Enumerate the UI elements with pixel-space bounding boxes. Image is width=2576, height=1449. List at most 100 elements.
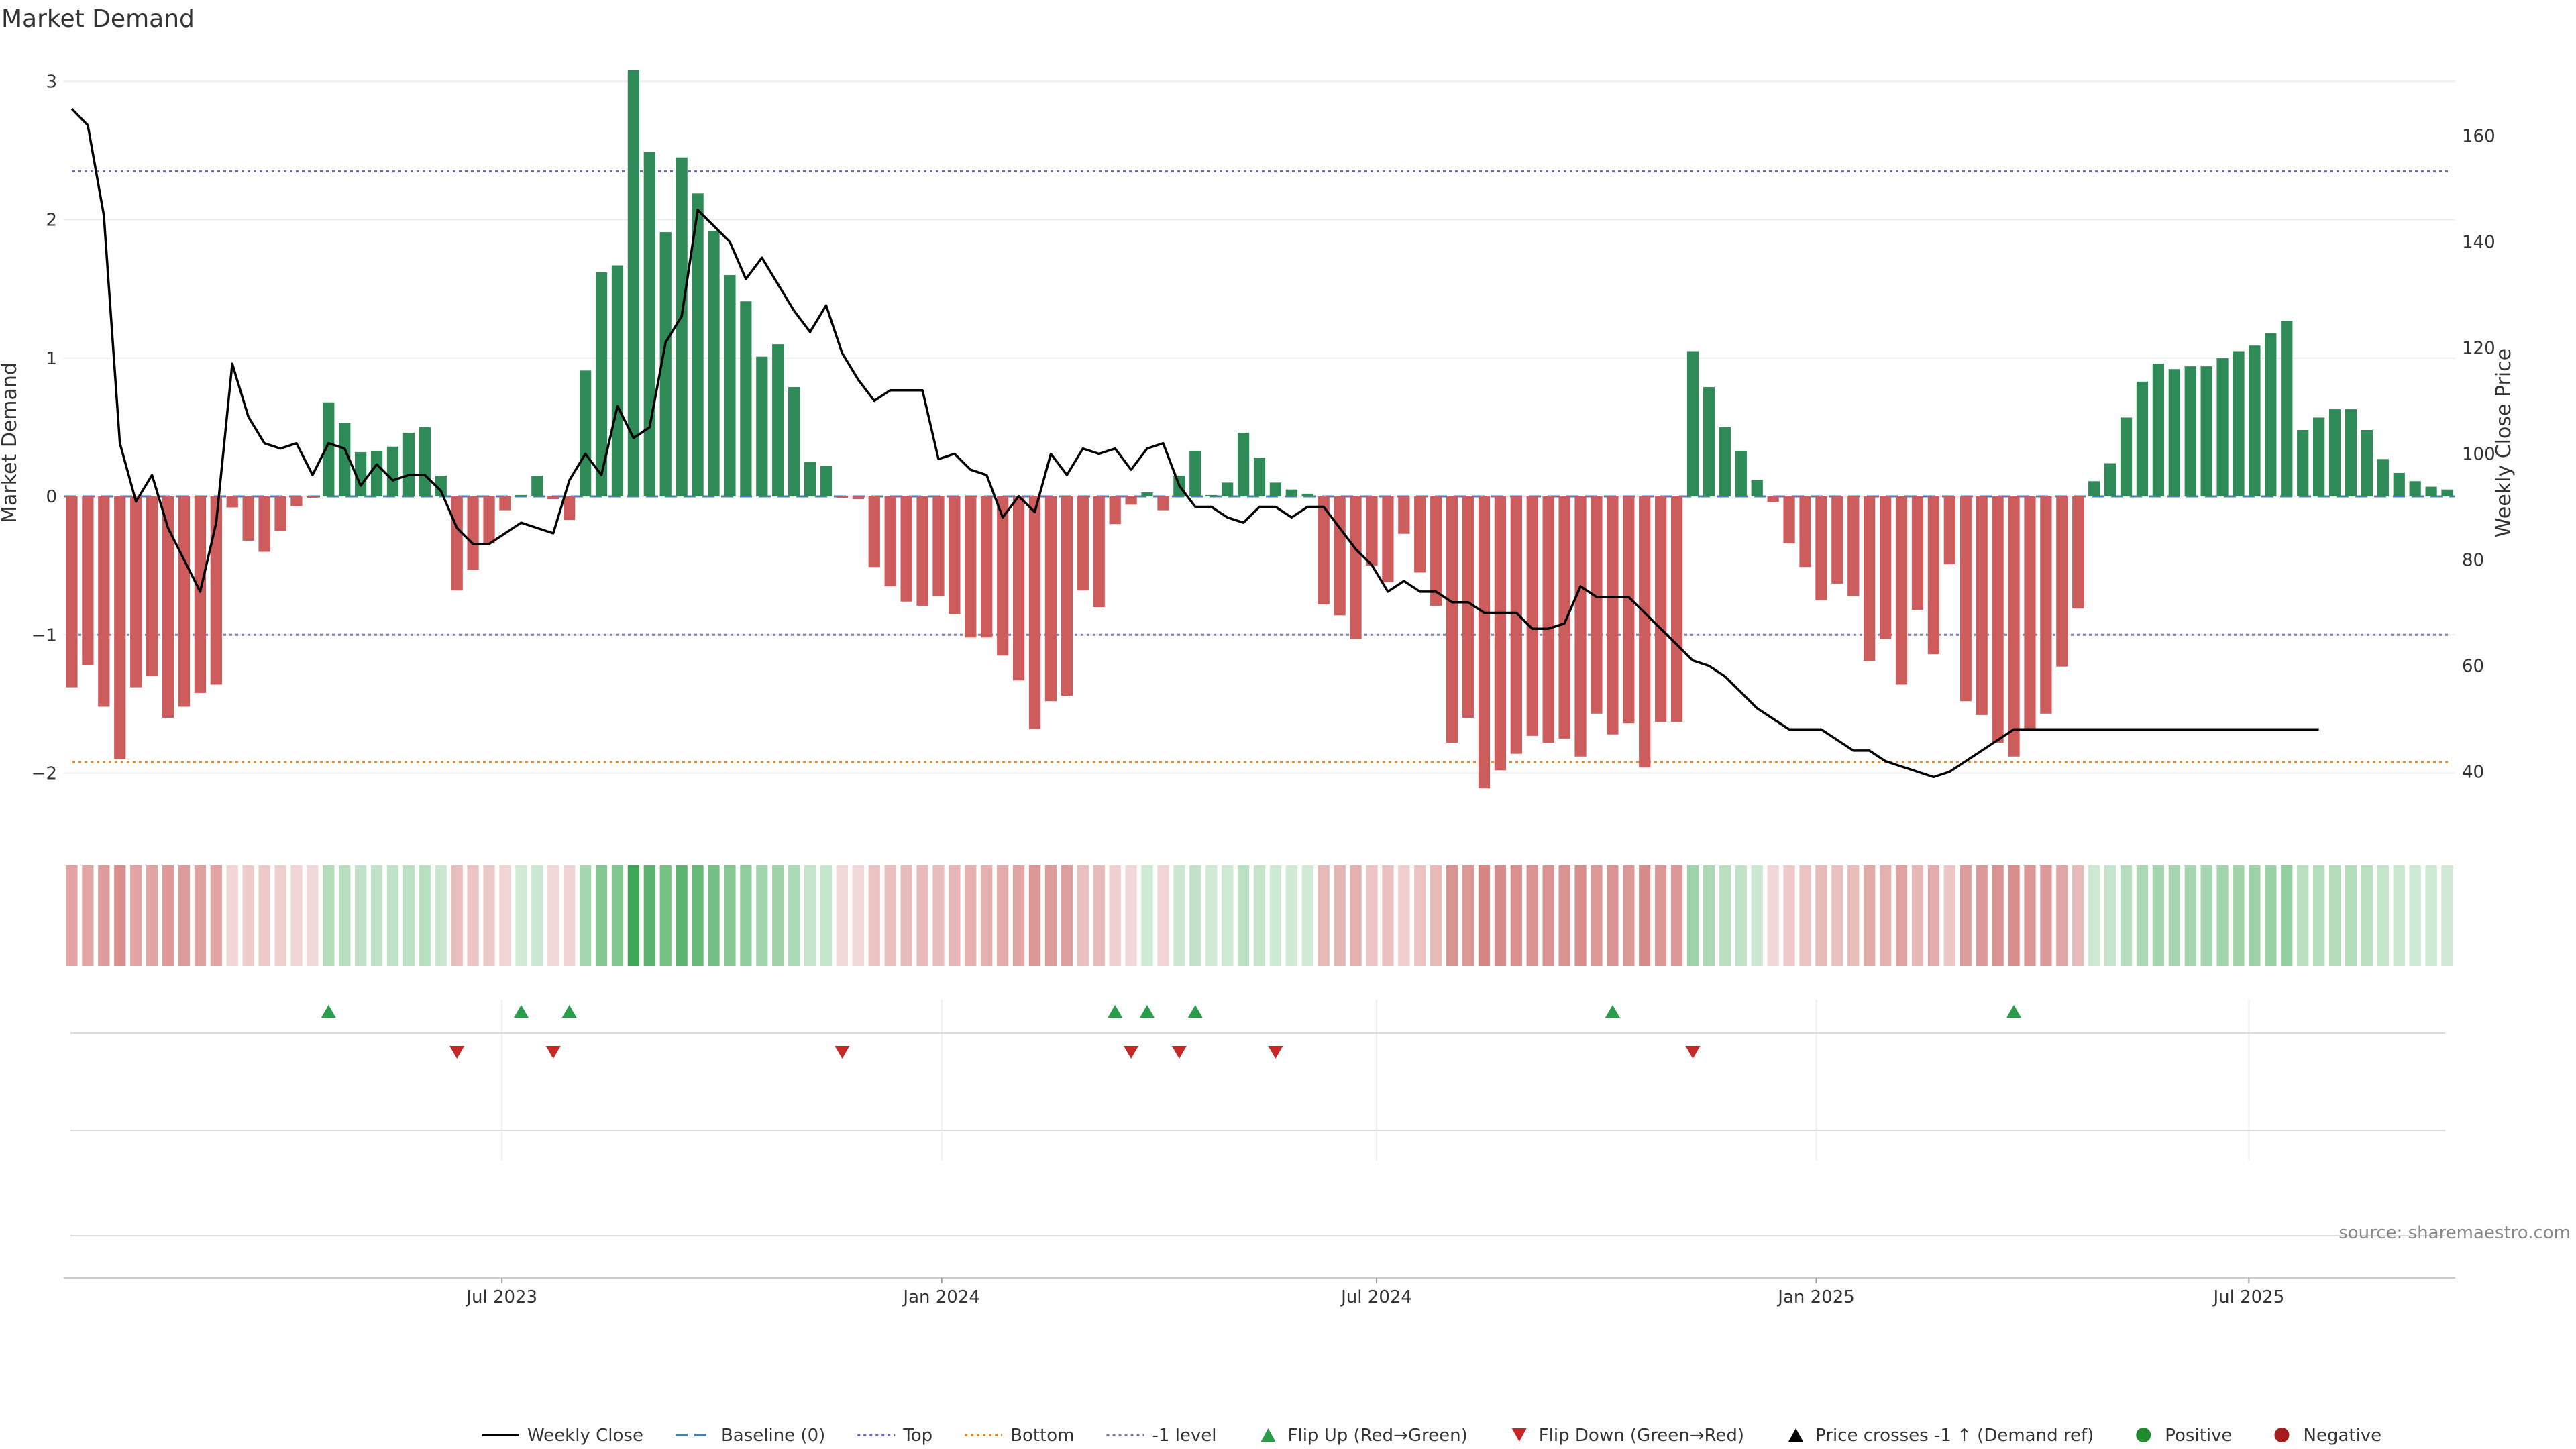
demand-bar <box>692 193 704 496</box>
demand-bar <box>1350 496 1362 639</box>
demand-bar <box>1719 427 1731 496</box>
demand-bar <box>820 466 833 496</box>
demand-bar <box>756 356 768 496</box>
heat-cell <box>1222 865 1234 966</box>
demand-bar <box>98 496 110 707</box>
demand-bar <box>981 496 993 638</box>
heat-cell <box>1285 865 1297 966</box>
demand-bar <box>676 157 688 496</box>
demand-bar <box>2265 333 2277 496</box>
demand-bar <box>1382 496 1394 582</box>
demand-bar <box>916 496 928 606</box>
demand-bar <box>2088 481 2100 496</box>
demand-bar <box>1670 496 1683 722</box>
demand-bar <box>1012 496 1025 681</box>
flip-up-marker <box>1140 1005 1155 1018</box>
demand-bar <box>2136 381 2149 496</box>
demand-bar <box>2056 496 2068 667</box>
heat-cell <box>2152 865 2164 966</box>
demand-bar <box>1398 496 1410 534</box>
demand-bar <box>2120 417 2133 496</box>
heat-cell <box>564 865 576 966</box>
heat-cell <box>1301 865 1313 966</box>
demand-bar <box>1992 496 2004 743</box>
demand-bar <box>1607 496 1619 735</box>
heat-cell <box>1960 865 1972 966</box>
demand-bar <box>1558 496 1570 739</box>
left-axis-ticks: −2 −1 0 1 2 3 <box>32 72 57 784</box>
demand-bar <box>515 494 527 496</box>
demand-bar <box>1686 351 1699 496</box>
demand-bar <box>900 496 912 602</box>
heat-cell <box>82 865 94 966</box>
demand-bar <box>1044 496 1057 702</box>
demand-bar <box>2040 496 2052 714</box>
demand-bar <box>1028 496 1041 729</box>
legend-label: Flip Down (Green→Red) <box>1539 1426 1744 1446</box>
demand-bar <box>836 496 849 498</box>
left-tick-label: −2 <box>32 764 57 784</box>
heat-cell <box>1173 865 1185 966</box>
heat-cell <box>1623 865 1635 966</box>
x-tick-label: Jul 2024 <box>1340 1287 1412 1307</box>
heat-cell <box>884 865 896 966</box>
right-tick-label: 140 <box>2462 232 2496 252</box>
heat-cell <box>2393 865 2405 966</box>
flip-up-marker <box>1108 1005 1123 1018</box>
demand-bar <box>2361 430 2373 496</box>
heat-cell <box>772 865 784 966</box>
heat-cell <box>483 865 495 966</box>
heat-cell <box>339 865 351 966</box>
lower-panels <box>64 1130 2455 1279</box>
right-tick-label: 60 <box>2462 656 2484 676</box>
left-tick-label: 3 <box>46 72 57 92</box>
flip-down-marker <box>1685 1046 1701 1059</box>
demand-bar <box>1574 496 1587 757</box>
demand-bar <box>1494 496 1507 771</box>
heat-cell <box>274 865 286 966</box>
legend-item: Flip Up (Red→Green) <box>1260 1426 1468 1446</box>
heat-cell <box>402 865 415 966</box>
heat-cell <box>2425 865 2437 966</box>
heat-cell <box>1269 865 1282 966</box>
flip-up-marker <box>561 1005 577 1018</box>
legend: Weekly Close Baseline (0) Top Bottom -1 leve… <box>482 1426 2381 1446</box>
heat-cell <box>2313 865 2325 966</box>
legend-item: Price crosses -1 ↑ (Demand ref) <box>1788 1426 2094 1446</box>
demand-bar <box>451 496 463 591</box>
heat-cell <box>1574 865 1587 966</box>
demand-bar <box>1815 496 1827 600</box>
demand-bar <box>1189 450 1201 496</box>
heat-cell <box>1943 865 1955 966</box>
demand-bar <box>1318 496 1330 604</box>
demand-bar <box>724 275 736 496</box>
x-tick-label: Jul 2025 <box>2212 1287 2284 1307</box>
heat-cell <box>1735 865 1747 966</box>
legend-swatch <box>1511 1428 1527 1442</box>
heat-cell <box>515 865 527 966</box>
demand-bar <box>2072 496 2084 609</box>
legend-item: Bottom <box>965 1426 1075 1446</box>
heat-cell <box>1318 865 1330 966</box>
demand-bar <box>852 496 864 500</box>
demand-bar <box>483 496 495 544</box>
legend-swatch <box>1260 1428 1276 1442</box>
demand-bar <box>1237 433 1250 496</box>
flip-markers <box>70 1005 2445 1059</box>
heat-cell <box>836 865 849 966</box>
demand-bar <box>1430 496 1442 606</box>
demand-bar <box>210 496 222 685</box>
heat-cell <box>2120 865 2133 966</box>
heat-cell <box>740 865 752 966</box>
demand-bar <box>130 496 142 688</box>
heat-cell <box>2040 865 2052 966</box>
demand-bar <box>564 496 576 521</box>
demand-bar <box>2216 358 2229 496</box>
heat-cell <box>1847 865 1860 966</box>
demand-bar <box>884 496 896 587</box>
demand-bar <box>2425 486 2437 496</box>
heat-cell <box>676 865 688 966</box>
heat-cell <box>965 865 977 966</box>
heat-cell <box>1911 865 1924 966</box>
legend-label: Weekly Close <box>527 1426 643 1446</box>
